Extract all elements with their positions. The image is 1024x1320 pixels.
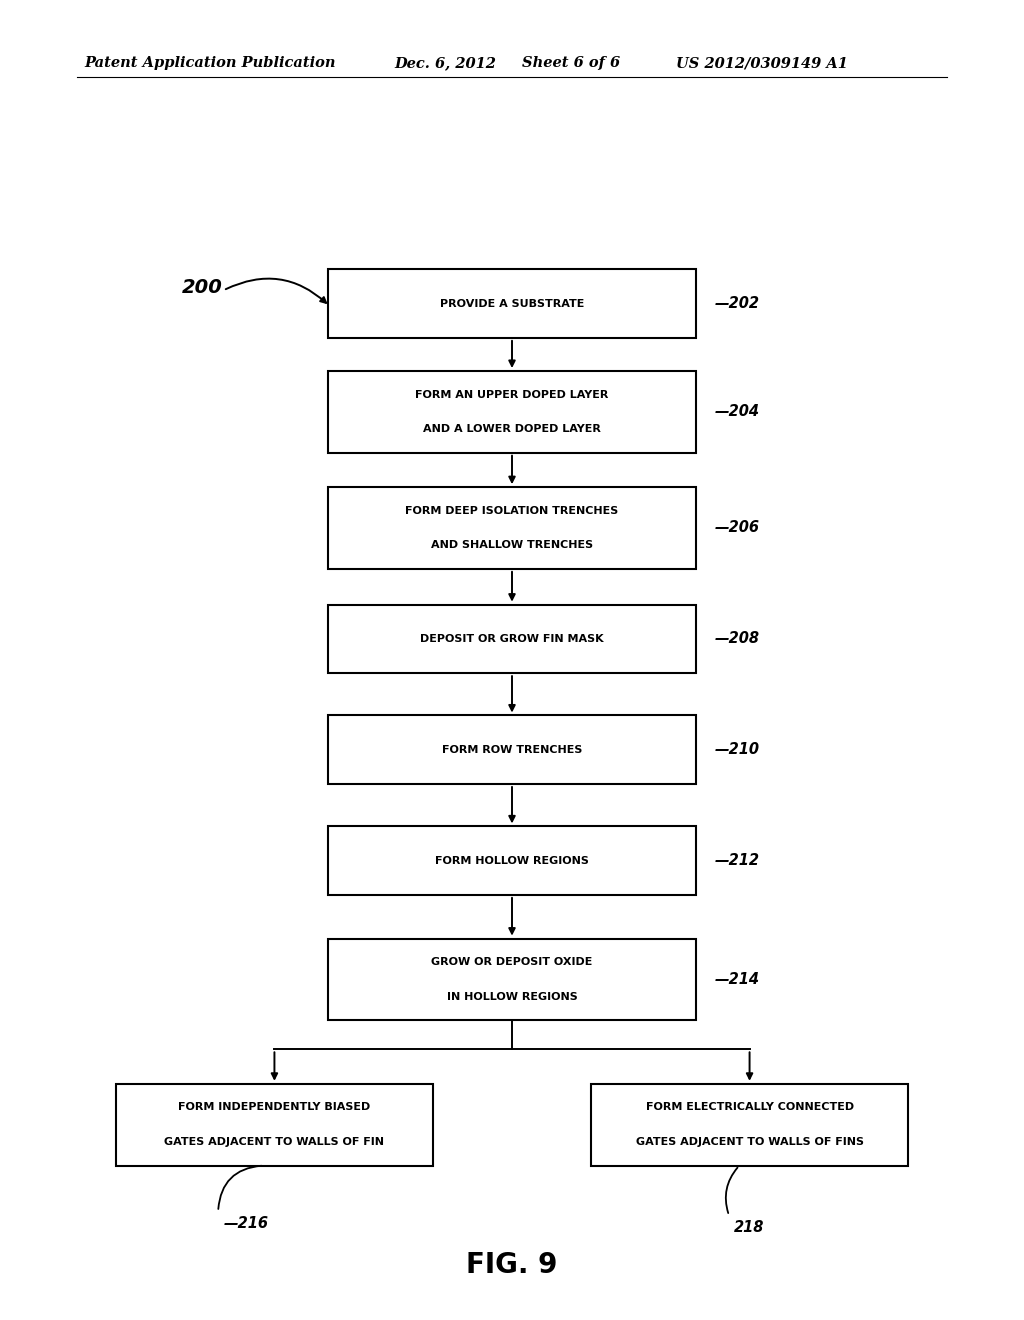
Text: Sheet 6 of 6: Sheet 6 of 6 [522, 57, 621, 70]
Bar [328, 371, 696, 453]
Text: DEPOSIT OR GROW FIN MASK: DEPOSIT OR GROW FIN MASK [420, 634, 604, 644]
Text: IN HOLLOW REGIONS: IN HOLLOW REGIONS [446, 991, 578, 1002]
Text: —202: —202 [715, 296, 760, 312]
Text: —214: —214 [715, 972, 760, 987]
Text: PROVIDE A SUBSTRATE: PROVIDE A SUBSTRATE [440, 298, 584, 309]
Text: FORM DEEP ISOLATION TRENCHES: FORM DEEP ISOLATION TRENCHES [406, 506, 618, 516]
Text: FORM AN UPPER DOPED LAYER: FORM AN UPPER DOPED LAYER [416, 389, 608, 400]
Text: —208: —208 [715, 631, 760, 647]
Text: GROW OR DEPOSIT OXIDE: GROW OR DEPOSIT OXIDE [431, 957, 593, 968]
Text: 218: 218 [734, 1220, 765, 1234]
Text: FORM ELECTRICALLY CONNECTED: FORM ELECTRICALLY CONNECTED [645, 1102, 854, 1113]
Text: —210: —210 [715, 742, 760, 758]
Text: AND SHALLOW TRENCHES: AND SHALLOW TRENCHES [431, 540, 593, 550]
Bar [591, 1084, 908, 1166]
Text: GATES ADJACENT TO WALLS OF FIN: GATES ADJACENT TO WALLS OF FIN [165, 1137, 384, 1147]
Bar [328, 715, 696, 784]
Text: AND A LOWER DOPED LAYER: AND A LOWER DOPED LAYER [423, 424, 601, 434]
Text: —212: —212 [715, 853, 760, 869]
Text: Dec. 6, 2012: Dec. 6, 2012 [394, 57, 496, 70]
Text: FORM ROW TRENCHES: FORM ROW TRENCHES [441, 744, 583, 755]
Text: —206: —206 [715, 520, 760, 536]
Bar [328, 269, 696, 338]
Text: FORM HOLLOW REGIONS: FORM HOLLOW REGIONS [435, 855, 589, 866]
Text: US 2012/0309149 A1: US 2012/0309149 A1 [676, 57, 848, 70]
Text: —204: —204 [715, 404, 760, 420]
Text: 200: 200 [182, 279, 223, 297]
Bar [328, 605, 696, 673]
Text: —216: —216 [223, 1216, 268, 1230]
Text: FORM INDEPENDENTLY BIASED: FORM INDEPENDENTLY BIASED [178, 1102, 371, 1113]
Bar [328, 826, 696, 895]
Bar [328, 939, 696, 1020]
Text: FIG. 9: FIG. 9 [466, 1250, 558, 1279]
Bar [328, 487, 696, 569]
Text: Patent Application Publication: Patent Application Publication [84, 57, 336, 70]
Text: GATES ADJACENT TO WALLS OF FINS: GATES ADJACENT TO WALLS OF FINS [636, 1137, 863, 1147]
Bar [116, 1084, 433, 1166]
